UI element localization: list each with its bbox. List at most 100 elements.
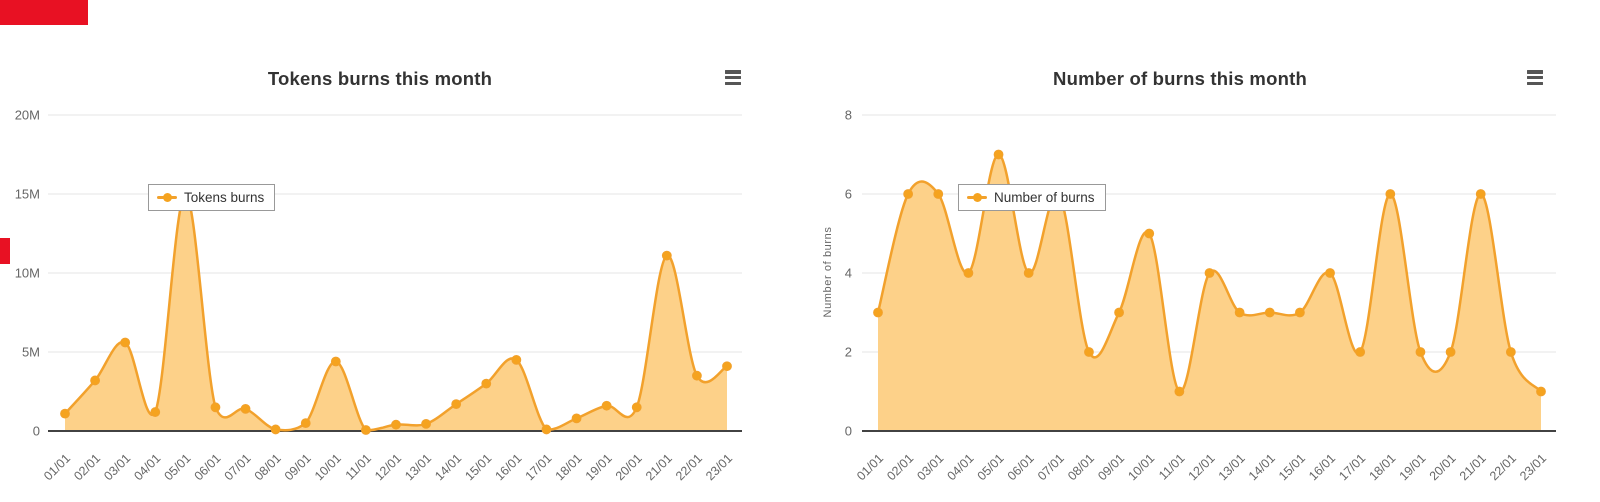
data-point-marker-03/01[interactable] (933, 189, 944, 199)
data-point-marker-12/01[interactable] (391, 419, 401, 430)
x-axis-tick-label: 23/01 (1517, 451, 1549, 483)
x-axis-tick-label: 19/01 (1397, 451, 1429, 483)
data-point-marker-22/01[interactable] (692, 370, 702, 381)
data-point-marker-10/01[interactable] (1144, 228, 1155, 239)
area-series-line[interactable] (63, 192, 729, 432)
y-axis-tick-label: 15M (15, 187, 40, 202)
legend-label: Number of burns (994, 190, 1095, 205)
x-axis-tick-label: 04/01 (131, 451, 163, 483)
data-point-marker-15/01[interactable] (481, 378, 492, 389)
y-axis-tick-label: 20M (15, 108, 40, 123)
x-axis-tick-label: 01/01 (854, 451, 886, 483)
x-axis-tick-label: 03/01 (914, 451, 946, 483)
data-point-marker-13/01[interactable] (421, 418, 431, 429)
x-axis-tick-label: 02/01 (884, 451, 916, 483)
hamburger-menu-icon (724, 70, 742, 85)
x-axis-tick-label: 11/01 (343, 451, 374, 482)
data-point-marker-06/01[interactable] (210, 402, 221, 413)
x-axis-tick-label: 16/01 (492, 451, 524, 483)
area-series-line[interactable] (876, 153, 1543, 393)
x-axis-tick-label: 17/01 (523, 451, 555, 483)
y-axis-tick-label: 0 (845, 424, 852, 439)
data-point-marker-23/01[interactable] (722, 361, 732, 372)
chart-context-menu-button[interactable] (719, 64, 747, 90)
data-point-marker-23/01[interactable] (1536, 386, 1546, 397)
data-point-marker-13/01[interactable] (1234, 307, 1245, 318)
x-axis-tick-label: 18/01 (1366, 451, 1398, 483)
x-axis-tick-label: 15/01 (462, 451, 494, 483)
data-point-marker-10/01[interactable] (330, 356, 341, 367)
y-axis-tick-label: 8 (845, 108, 852, 123)
chart-title: Tokens burns this month (267, 68, 493, 89)
y-axis-title: Number of burns (822, 226, 834, 318)
data-point-marker-14/01[interactable] (1264, 307, 1275, 318)
chart-context-menu-button[interactable] (1521, 64, 1549, 90)
data-point-marker-07/01[interactable] (240, 403, 251, 414)
hamburger-menu-icon (1526, 70, 1544, 85)
x-axis-tick-label: 14/01 (432, 451, 464, 483)
x-axis-tick-label: 13/01 (1216, 451, 1248, 483)
y-axis-tick-label: 0 (33, 424, 40, 439)
x-axis-tick-label: 23/01 (703, 451, 735, 483)
data-point-marker-17/01[interactable] (541, 424, 552, 435)
x-axis-tick-label: 16/01 (1306, 451, 1338, 483)
data-point-marker-04/01[interactable] (150, 407, 161, 417)
data-point-marker-16/01[interactable] (1325, 268, 1335, 278)
data-point-marker-18/01[interactable] (1385, 189, 1396, 199)
x-axis-tick-label: 10/01 (312, 451, 344, 483)
x-axis-tick-label: 10/01 (1125, 451, 1157, 483)
x-axis-tick-label: 07/01 (222, 451, 254, 483)
data-point-marker-19/01[interactable] (1415, 347, 1426, 357)
data-point-marker-02/01[interactable] (903, 189, 914, 199)
x-axis-tick-label: 06/01 (192, 451, 224, 483)
data-point-marker-06/01[interactable] (1023, 268, 1034, 278)
red-artifact-left-edge (0, 238, 10, 264)
data-point-marker-16/01[interactable] (511, 355, 522, 365)
data-point-marker-12/01[interactable] (1204, 268, 1215, 278)
y-axis-tick-label: 4 (845, 266, 852, 281)
data-point-marker-18/01[interactable] (571, 413, 582, 424)
data-point-marker-17/01[interactable] (1355, 347, 1366, 357)
data-point-marker-19/01[interactable] (601, 400, 612, 411)
data-point-marker-09/01[interactable] (300, 418, 311, 429)
data-point-marker-01/01[interactable] (60, 408, 70, 419)
area-series-fill[interactable] (878, 154, 1541, 432)
data-point-marker-08/01[interactable] (270, 424, 281, 435)
x-axis-tick-label: 11/01 (1156, 451, 1187, 482)
x-axis-tick-label: 22/01 (1487, 451, 1519, 483)
chart-title: Number of burns this month (1053, 68, 1307, 89)
data-point-marker-01/01[interactable] (873, 307, 883, 318)
number-of-burns-chart-canvas: 8 6 4 2 001/0102/0103/0104/0105/0106/0107/01… (845, 108, 1556, 483)
x-axis-tick-label: 13/01 (402, 451, 434, 483)
circle-marker-icon (967, 192, 987, 204)
x-axis-tick-label: 07/01 (1035, 451, 1067, 483)
data-point-marker-20/01[interactable] (1445, 347, 1456, 357)
data-point-marker-02/01[interactable] (90, 375, 100, 386)
x-axis-tick-label: 18/01 (553, 451, 585, 483)
legend-item-number-of-burns[interactable]: Number of burns (958, 184, 1106, 211)
data-point-marker-11/01[interactable] (361, 425, 371, 435)
x-axis-tick-label: 05/01 (975, 451, 1007, 483)
data-point-marker-21/01[interactable] (1475, 189, 1486, 199)
x-axis-tick-label: 21/01 (1457, 451, 1489, 483)
x-axis-tick-label: 01/01 (41, 451, 73, 483)
data-point-marker-15/01[interactable] (1295, 307, 1305, 318)
x-axis-tick-label: 06/01 (1005, 451, 1037, 483)
data-point-marker-22/01[interactable] (1505, 347, 1516, 357)
data-point-marker-14/01[interactable] (451, 399, 462, 410)
data-point-marker-21/01[interactable] (661, 250, 672, 261)
area-series-fill[interactable] (65, 193, 727, 431)
x-axis-tick-label: 22/01 (673, 451, 705, 483)
data-point-marker-05/01[interactable] (993, 149, 1004, 160)
data-point-marker-11/01[interactable] (1174, 386, 1185, 397)
data-point-marker-09/01[interactable] (1114, 307, 1124, 318)
data-point-marker-20/01[interactable] (631, 402, 642, 413)
legend-item-tokens-burns[interactable]: Tokens burns (148, 184, 276, 211)
data-point-marker-04/01[interactable] (963, 268, 974, 278)
y-axis-tick-label: 10M (15, 266, 40, 281)
y-axis-tick-label: 6 (845, 187, 852, 202)
data-point-marker-03/01[interactable] (120, 337, 131, 348)
x-axis-tick-label: 04/01 (945, 451, 977, 483)
data-point-marker-08/01[interactable] (1084, 347, 1094, 357)
